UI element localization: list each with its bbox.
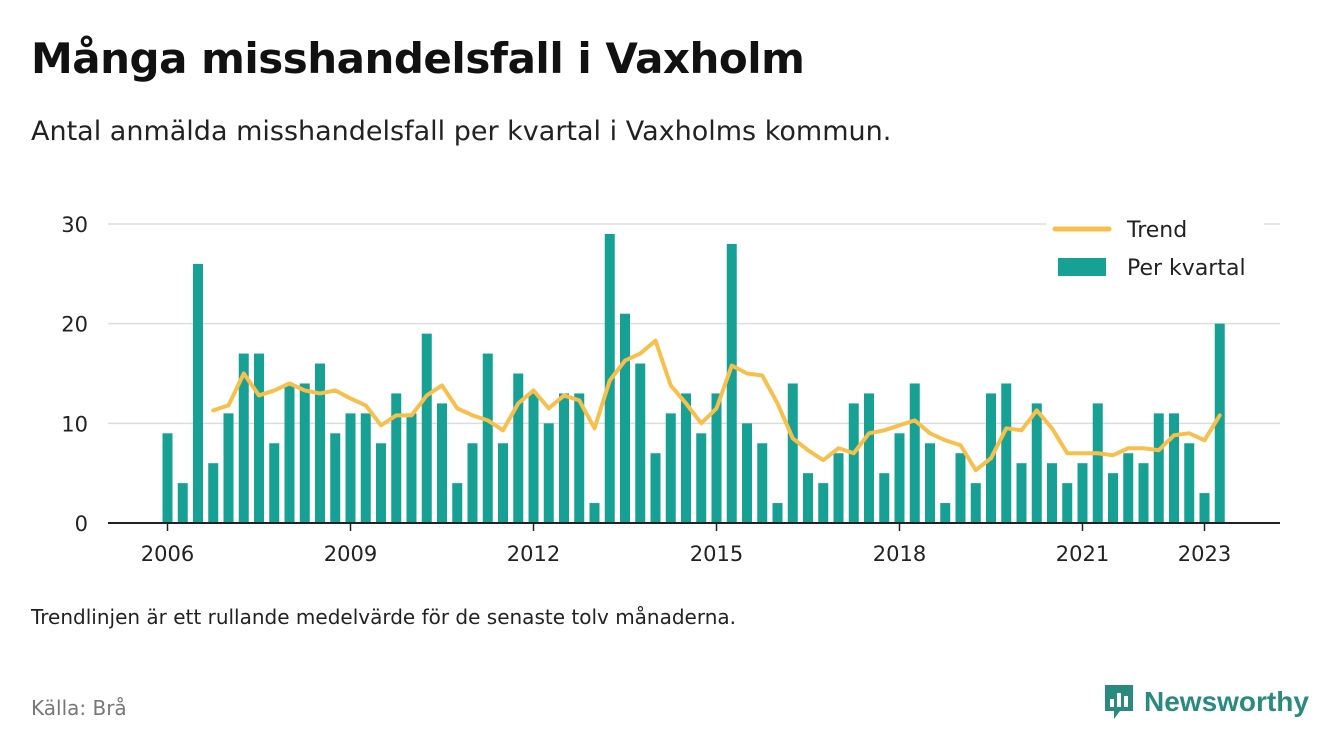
bar xyxy=(742,423,752,523)
trend-line xyxy=(211,338,1222,473)
bar xyxy=(1092,403,1103,523)
x-tick-label: 2021 xyxy=(1056,542,1109,566)
chart-note: Trendlinjen är ett rullande medelvärde f… xyxy=(31,605,737,629)
bar xyxy=(421,333,432,523)
brand-logo[interactable]: Newsworthy xyxy=(1102,682,1309,722)
y-tick-label: 10 xyxy=(61,412,88,436)
bar xyxy=(452,483,463,523)
bar xyxy=(650,453,661,523)
bar xyxy=(1153,413,1164,523)
x-tick-label: 2012 xyxy=(507,542,560,566)
chart-area: 0 10 20 30 2006 2009 2012 2015 2018 2021 2023 Tre… xyxy=(61,208,1280,566)
bar xyxy=(1184,443,1195,523)
bar xyxy=(437,403,447,523)
bar xyxy=(223,413,234,523)
bar xyxy=(559,393,569,523)
bar xyxy=(1062,483,1073,523)
trend-series xyxy=(211,338,1222,473)
bar xyxy=(894,433,905,523)
bar xyxy=(970,483,981,523)
bar xyxy=(513,373,524,523)
x-tick-label: 2015 xyxy=(690,542,743,566)
x-axis-ticks: 2006 2009 2012 2015 2018 2021 2023 xyxy=(141,523,1231,566)
bar xyxy=(238,353,249,523)
bar xyxy=(467,443,478,523)
bar xyxy=(406,413,417,523)
bar xyxy=(299,383,310,523)
bar xyxy=(208,463,219,523)
bar xyxy=(391,393,402,523)
bar xyxy=(254,353,264,523)
bar xyxy=(925,443,935,523)
bar xyxy=(330,433,341,523)
chart-subtitle: Antal anmälda misshandelsfall per kvarta… xyxy=(31,116,892,147)
bar xyxy=(818,483,829,523)
legend-background xyxy=(1046,208,1264,298)
bar xyxy=(360,413,371,523)
bar xyxy=(955,453,966,523)
bar xyxy=(1016,463,1027,523)
legend-bar-swatch xyxy=(1058,258,1106,276)
bar xyxy=(1214,323,1225,523)
bar xyxy=(1047,463,1057,523)
bar xyxy=(726,243,737,523)
bar xyxy=(848,403,859,523)
bar xyxy=(833,453,844,523)
x-tick-label: 2018 xyxy=(873,542,926,566)
y-tick-label: 0 xyxy=(75,512,88,536)
bar xyxy=(589,503,600,523)
bar xyxy=(1108,473,1118,523)
y-axis-ticks: 0 10 20 30 xyxy=(61,213,88,536)
bar xyxy=(269,443,280,523)
bar xyxy=(879,473,890,523)
newsworthy-logo-icon xyxy=(1105,685,1133,719)
bar xyxy=(711,393,722,523)
bar xyxy=(1123,453,1134,523)
chart-title: Många misshandelsfall i Vaxholm xyxy=(31,34,805,83)
bar xyxy=(1199,493,1210,523)
bar xyxy=(696,433,707,523)
y-tick-label: 20 xyxy=(61,313,88,337)
bar xyxy=(1169,413,1179,523)
bar xyxy=(543,423,554,523)
bar xyxy=(757,443,768,523)
bar xyxy=(177,483,188,523)
bar xyxy=(574,393,585,523)
bar xyxy=(803,473,813,523)
y-tick-label: 30 xyxy=(61,213,88,237)
legend-bar-label: Per kvartal xyxy=(1127,256,1246,281)
bar xyxy=(681,393,691,523)
bar xyxy=(665,413,676,523)
bar xyxy=(1138,463,1149,523)
bar xyxy=(1077,463,1088,523)
x-tick-label: 2009 xyxy=(324,542,377,566)
bar xyxy=(787,383,798,523)
bar xyxy=(284,383,295,523)
brand-name: Newsworthy xyxy=(1144,686,1309,717)
bar xyxy=(635,363,646,523)
bar xyxy=(498,443,508,523)
bar xyxy=(315,363,325,523)
bar xyxy=(940,503,951,523)
x-tick-label: 2006 xyxy=(141,542,194,566)
bar xyxy=(345,413,356,523)
bar xyxy=(864,393,874,523)
chart-source: Källa: Brå xyxy=(31,696,127,720)
bar xyxy=(193,263,203,523)
bar xyxy=(909,383,920,523)
bar xyxy=(482,353,493,523)
bar xyxy=(1001,383,1012,523)
bar xyxy=(376,443,386,523)
bar xyxy=(528,393,539,523)
x-tick-label: 2023 xyxy=(1178,542,1231,566)
bar xyxy=(772,503,783,523)
bar xyxy=(620,313,630,523)
legend-trend-label: Trend xyxy=(1126,218,1187,243)
bar xyxy=(1031,403,1042,523)
bar xyxy=(162,433,173,523)
chart-legend: Trend Per kvartal xyxy=(1046,208,1264,298)
